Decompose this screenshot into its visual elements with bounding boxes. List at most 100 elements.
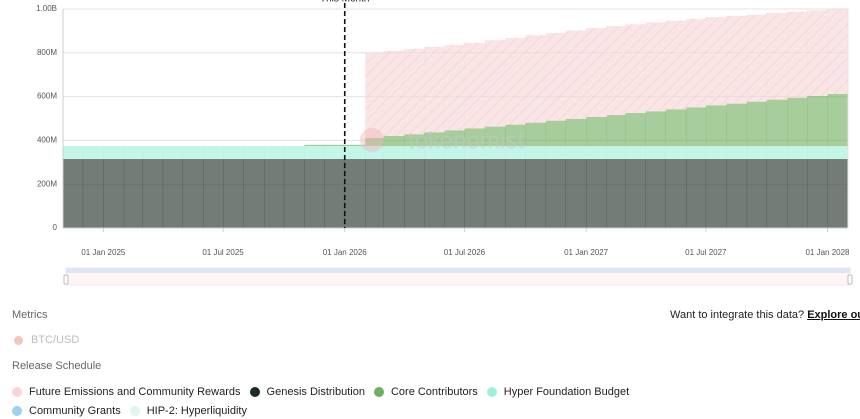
area-segment xyxy=(746,159,767,228)
legend-item[interactable]: Future Emissions and Community Rewards xyxy=(12,384,241,400)
area-segment xyxy=(545,120,566,147)
legend-label: Future Emissions and Community Rewards xyxy=(29,386,241,398)
x-tick-label: 01 Jul 2027 xyxy=(685,248,727,257)
area-segment xyxy=(766,99,788,147)
area-segment xyxy=(324,159,346,228)
area-segment xyxy=(705,159,727,228)
slider-handle[interactable] xyxy=(847,274,853,285)
legend-dot xyxy=(12,387,22,397)
y-tick-label: 600M xyxy=(37,92,57,101)
y-tick-label: 0 xyxy=(53,223,58,232)
area-segment xyxy=(424,159,445,228)
legend: Future Emissions and Community Rewards Ge… xyxy=(12,384,652,419)
area-segment xyxy=(424,132,445,147)
legend-item[interactable]: Core Contributors xyxy=(373,384,478,400)
area-segment xyxy=(264,146,285,160)
legend-item[interactable]: Community Grants xyxy=(12,403,121,419)
area-segment xyxy=(243,146,265,160)
area-segment xyxy=(383,146,405,160)
legend-item[interactable]: HIP-2: Hyperliquidity xyxy=(129,403,247,419)
area-segment xyxy=(464,128,486,147)
area-segment xyxy=(525,146,547,160)
area-segment xyxy=(806,10,828,96)
area-segment xyxy=(82,146,104,160)
area-segment xyxy=(685,159,707,228)
area-segment xyxy=(665,159,687,228)
area-segment xyxy=(484,159,506,228)
area-segment xyxy=(304,146,325,160)
area-segment xyxy=(665,20,687,110)
area-segment xyxy=(685,18,707,108)
area-segment xyxy=(606,26,626,115)
area-segment xyxy=(827,146,849,160)
area-segment xyxy=(344,146,366,160)
area-segment xyxy=(324,146,346,160)
area-segment xyxy=(304,159,325,228)
area-segment xyxy=(827,93,849,147)
area-segment xyxy=(243,159,265,228)
chart: 0 200M 400M 600M 800M 1.00B 01 Jan 2025 01 Jul … xyxy=(36,0,853,286)
area-segment xyxy=(424,46,445,133)
area-segment xyxy=(404,146,425,160)
legend-item[interactable]: Genesis Distribution xyxy=(249,384,365,400)
area-segment xyxy=(203,159,224,228)
area-segment xyxy=(404,159,425,228)
area-segment xyxy=(365,137,385,147)
area-segment xyxy=(787,159,808,228)
legend-dot xyxy=(373,387,384,397)
area-segment xyxy=(685,146,707,160)
area-segment xyxy=(283,146,305,160)
area-segment xyxy=(464,42,486,129)
range-slider[interactable] xyxy=(63,267,853,286)
y-tick-label: 1.00B xyxy=(36,4,57,13)
area-segment xyxy=(324,144,346,147)
area-segment xyxy=(545,159,566,228)
legend-item[interactable]: Hyper Foundation Budget xyxy=(486,384,629,400)
area-segment xyxy=(726,15,748,104)
area-segment xyxy=(726,146,748,160)
legend-dot xyxy=(486,387,497,397)
area-segment xyxy=(586,146,607,160)
slider-handle[interactable] xyxy=(63,274,69,285)
area-segment xyxy=(746,14,767,102)
area-segment xyxy=(586,159,607,228)
legend-label: Genesis Distribution xyxy=(266,386,365,398)
area-segment xyxy=(806,146,828,160)
area-segment xyxy=(344,159,366,228)
area-segment xyxy=(565,159,587,228)
x-tick-label: 01 Jan 2026 xyxy=(323,248,368,257)
slider-selection xyxy=(66,268,850,273)
area-segment xyxy=(142,159,164,228)
area-segment xyxy=(464,146,486,160)
area-segment xyxy=(505,159,526,228)
area-segment xyxy=(344,144,366,147)
area-segment xyxy=(625,24,646,114)
legend-dot xyxy=(129,406,140,416)
area-segment xyxy=(365,146,385,160)
area-segment xyxy=(746,101,767,147)
explore-link[interactable]: Explore our API xyxy=(807,309,860,321)
area-segment xyxy=(746,146,767,160)
area-segment xyxy=(606,114,626,147)
legend-label: HIP-2: Hyperliquidity xyxy=(146,405,247,417)
area-segment xyxy=(525,35,547,123)
area-segment xyxy=(103,146,125,160)
area-segment xyxy=(645,159,666,228)
metric-item[interactable]: BTC/USD xyxy=(14,334,79,346)
y-tick-label: 400M xyxy=(37,136,57,145)
area-segment xyxy=(304,144,325,147)
watermark-logo xyxy=(360,128,384,152)
area-segment xyxy=(787,11,808,98)
area-segment xyxy=(283,159,305,228)
metrics-label: Metrics xyxy=(12,309,48,321)
metric-dot xyxy=(14,335,23,345)
area-segment xyxy=(484,40,506,127)
area-segment xyxy=(625,146,646,160)
area-segment xyxy=(787,146,808,160)
area-segment xyxy=(766,159,788,228)
area-segment xyxy=(766,12,788,100)
y-tick-label: 800M xyxy=(37,48,57,57)
area-segment xyxy=(545,146,566,160)
area-segment xyxy=(645,146,666,160)
